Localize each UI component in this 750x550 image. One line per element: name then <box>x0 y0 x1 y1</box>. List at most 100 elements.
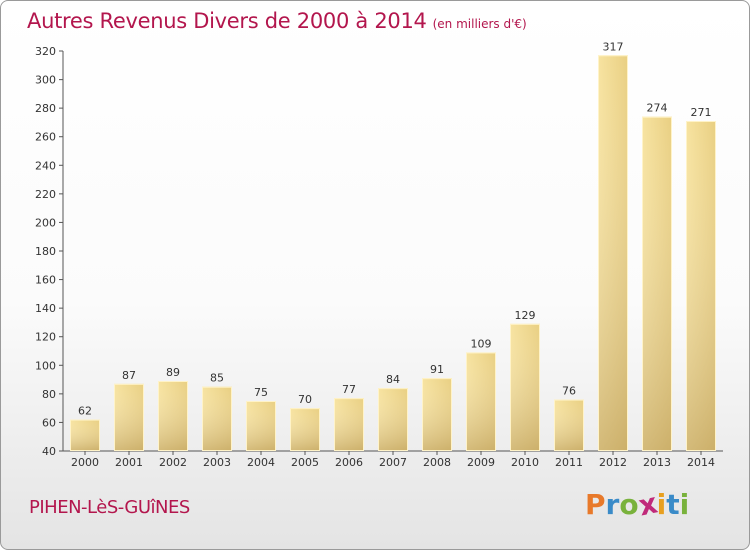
logo-letter: P <box>585 488 606 521</box>
bar <box>114 383 144 452</box>
bar-highlight <box>114 383 144 452</box>
logo-letter: r <box>605 488 620 521</box>
y-tick-label: 280 <box>35 102 56 115</box>
y-tick-label: 100 <box>35 359 56 372</box>
bars <box>70 55 716 452</box>
bar-highlight <box>158 381 188 451</box>
data-labels: 62 87 89 85 75 70 77 84 91 109 129 76 317 274 271 <box>78 40 712 417</box>
data-label: 84 <box>386 373 400 386</box>
data-label: 271 <box>691 106 712 119</box>
x-tick-label: 2014 <box>687 456 715 469</box>
logo-letter: o <box>619 488 639 521</box>
bar <box>554 399 584 452</box>
bar-highlight <box>598 55 628 452</box>
bar <box>246 401 276 451</box>
bar <box>378 388 408 451</box>
data-label: 77 <box>342 383 356 396</box>
bar-shade <box>466 352 496 451</box>
bar <box>158 381 188 451</box>
x-tick-label: 2001 <box>115 456 143 469</box>
bar-shade <box>246 401 276 451</box>
y-tick-label: 160 <box>35 274 56 287</box>
bar-highlight <box>290 408 320 451</box>
y-tick-label: 260 <box>35 131 56 144</box>
proxiti-logo[interactable]: Proxiti <box>585 486 690 522</box>
data-label: 91 <box>430 363 444 376</box>
data-label: 87 <box>122 369 136 382</box>
data-label: 317 <box>603 40 624 53</box>
logo-letter: i <box>679 488 690 521</box>
bar <box>598 55 628 452</box>
data-label: 85 <box>210 372 224 385</box>
y-tick-label: 220 <box>35 188 56 201</box>
chart-title: Autres Revenus Divers de 2000 à 2014 (en … <box>27 9 527 33</box>
chart-title-text: Autres Revenus Divers de 2000 à 2014 <box>27 9 427 33</box>
y-tick-label: 60 <box>42 416 56 429</box>
x-tick-label: 2003 <box>203 456 231 469</box>
x-tick-label: 2012 <box>599 456 627 469</box>
bar-shade <box>378 388 408 451</box>
y-tick-label: 320 <box>35 45 56 58</box>
data-label: 89 <box>166 366 180 379</box>
bar <box>642 116 672 451</box>
bar-shade <box>554 399 584 451</box>
y-tick-label: 40 <box>42 445 56 458</box>
y-tick-label: 140 <box>35 302 56 315</box>
x-tick-label: 2010 <box>511 456 539 469</box>
data-label: 109 <box>471 337 492 350</box>
y-tick-label: 180 <box>35 245 56 258</box>
bar <box>466 352 496 451</box>
bar <box>510 323 540 452</box>
x-tick-label: 2002 <box>159 456 187 469</box>
bar <box>422 378 452 451</box>
data-label: 129 <box>515 309 536 322</box>
bar-highlight <box>510 323 540 452</box>
bar-shade <box>598 55 628 452</box>
bar-shade <box>510 323 540 451</box>
bar-shade <box>686 121 716 451</box>
logo-letter: i <box>656 488 667 521</box>
data-label: 75 <box>254 386 268 399</box>
bar-highlight <box>70 419 100 452</box>
x-tick-label: 2009 <box>467 456 495 469</box>
bar-shade <box>334 398 364 451</box>
x-tick-label: 2006 <box>335 456 363 469</box>
bar-highlight <box>686 121 716 451</box>
bar-highlight <box>334 398 364 451</box>
bar-shade <box>158 381 188 451</box>
bar <box>334 398 364 451</box>
x-tick-label: 2008 <box>423 456 451 469</box>
y-tick-label: 80 <box>42 388 56 401</box>
x-tick-label: 2000 <box>71 456 99 469</box>
data-label: 62 <box>78 405 92 418</box>
bar <box>290 408 320 451</box>
x-tick-label: 2004 <box>247 456 275 469</box>
bar-shade <box>202 386 232 451</box>
data-label: 76 <box>562 385 576 398</box>
bar <box>70 419 100 452</box>
bar-highlight <box>246 401 276 451</box>
bar-shade <box>290 408 320 451</box>
logo-letter: t <box>666 488 680 521</box>
bar-highlight <box>202 386 232 452</box>
data-label: 274 <box>647 102 668 115</box>
axes: 40 60 80 100 120 140 160 180 200 220 240 260 280 300 3… <box>35 45 723 469</box>
bar-highlight <box>422 378 452 451</box>
y-tick-label: 300 <box>35 74 56 87</box>
bar-highlight <box>554 399 584 452</box>
data-label: 70 <box>298 393 312 406</box>
bar-highlight <box>466 352 496 451</box>
x-tick-label: 2013 <box>643 456 671 469</box>
bar-highlight <box>642 116 672 451</box>
bar-shade <box>422 378 452 451</box>
bar-shade <box>114 383 144 451</box>
bar-highlight <box>378 388 408 451</box>
bar-shade <box>642 116 672 451</box>
bar <box>202 386 232 452</box>
y-tick-label: 120 <box>35 331 56 344</box>
x-tick-label: 2005 <box>291 456 319 469</box>
bar <box>686 121 716 451</box>
x-tick-label: 2007 <box>379 456 407 469</box>
